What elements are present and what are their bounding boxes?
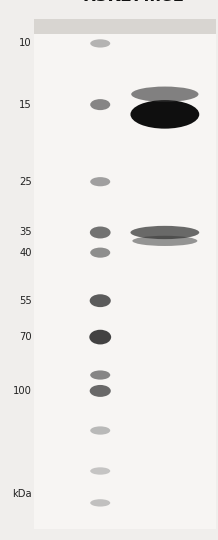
Ellipse shape	[131, 86, 199, 102]
Ellipse shape	[130, 100, 199, 129]
Ellipse shape	[90, 499, 110, 507]
Bar	[34, 19, 216, 34]
Ellipse shape	[90, 427, 110, 435]
Ellipse shape	[90, 247, 110, 258]
Text: 25: 25	[19, 177, 32, 187]
Ellipse shape	[89, 330, 111, 345]
Ellipse shape	[132, 236, 197, 246]
Text: 70: 70	[19, 332, 32, 342]
Ellipse shape	[90, 467, 110, 475]
Ellipse shape	[90, 226, 111, 239]
Bar	[34, 19, 216, 529]
Text: 15: 15	[19, 99, 32, 110]
Text: 40: 40	[19, 248, 32, 258]
Ellipse shape	[90, 177, 110, 186]
Ellipse shape	[90, 385, 111, 397]
Text: 100: 100	[13, 386, 32, 396]
Text: H3K27me1: H3K27me1	[83, 0, 185, 5]
Text: kDa: kDa	[12, 489, 32, 499]
Ellipse shape	[90, 294, 111, 307]
Text: 35: 35	[19, 227, 32, 238]
Ellipse shape	[90, 39, 110, 48]
Ellipse shape	[130, 226, 199, 239]
Ellipse shape	[90, 99, 110, 110]
Text: 55: 55	[19, 296, 32, 306]
Ellipse shape	[90, 370, 110, 380]
Text: 10: 10	[19, 38, 32, 49]
